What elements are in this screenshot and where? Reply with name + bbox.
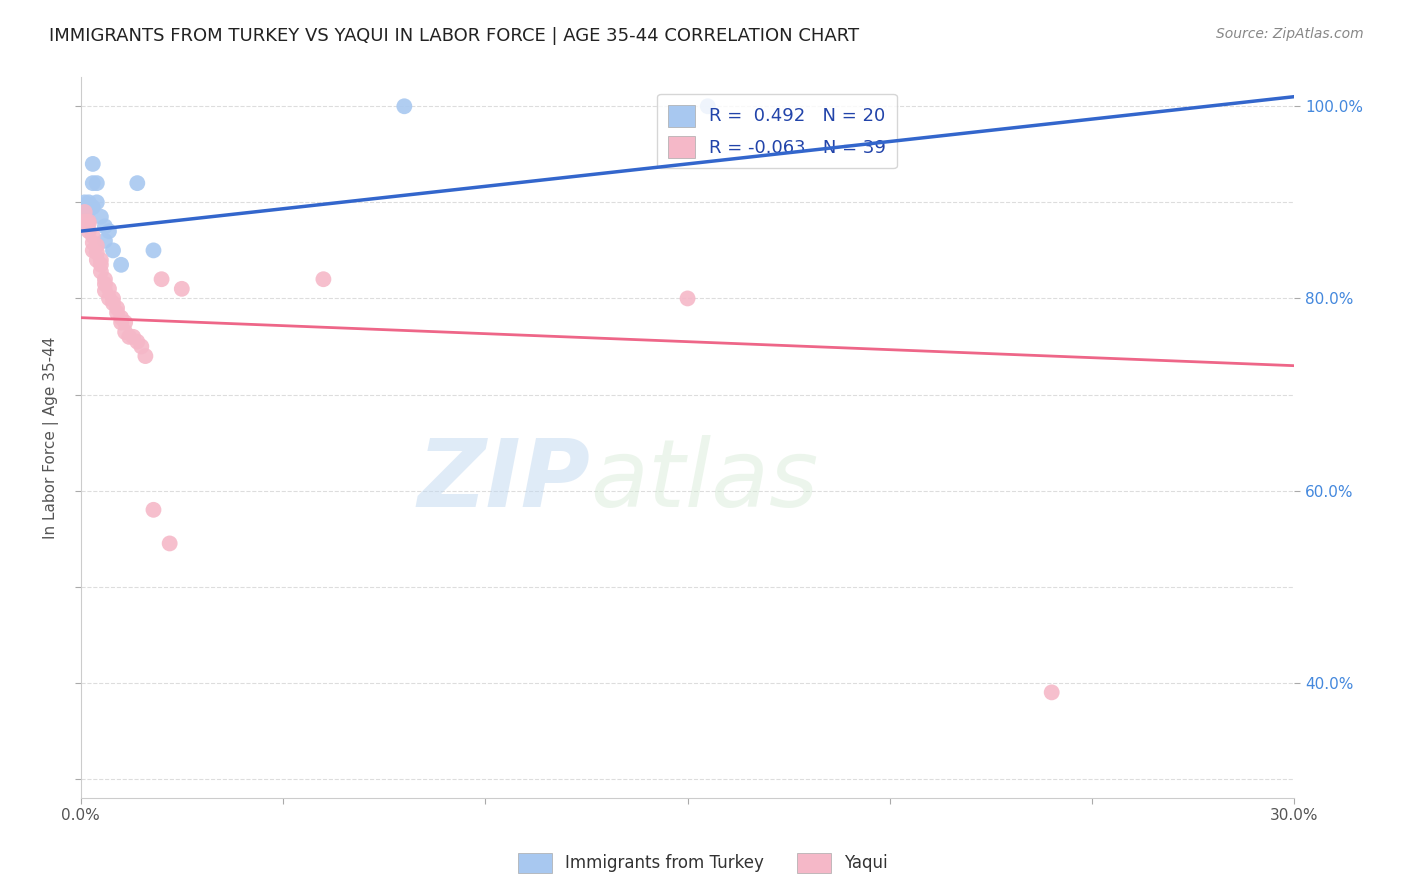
Point: [150, 272, 173, 286]
Point: [77, 214, 100, 228]
Point: [159, 536, 181, 550]
Point: [82, 176, 104, 190]
Point: [94, 284, 117, 298]
Point: [86, 252, 108, 267]
Point: [696, 99, 718, 113]
Point: [94, 219, 117, 234]
Text: atlas: atlas: [591, 435, 818, 526]
Point: [170, 282, 193, 296]
Point: [98, 224, 121, 238]
Point: [94, 234, 117, 248]
Point: [82, 200, 104, 214]
Point: [312, 272, 335, 286]
Point: [394, 99, 416, 113]
Point: [94, 277, 117, 291]
Point: [110, 310, 132, 325]
Point: [101, 292, 124, 306]
Legend: R =  0.492   N = 20, R = -0.063   N = 39: R = 0.492 N = 20, R = -0.063 N = 39: [657, 94, 897, 169]
Point: [73, 200, 96, 214]
Point: [118, 330, 141, 344]
Point: [676, 292, 699, 306]
Point: [90, 264, 112, 278]
Point: [90, 252, 112, 267]
Point: [77, 202, 100, 217]
Text: IMMIGRANTS FROM TURKEY VS YAQUI IN LABOR FORCE | AGE 35-44 CORRELATION CHART: IMMIGRANTS FROM TURKEY VS YAQUI IN LABOR…: [49, 27, 859, 45]
Point: [127, 334, 149, 349]
Point: [94, 272, 117, 286]
Point: [86, 238, 108, 252]
Point: [127, 176, 149, 190]
Point: [73, 205, 96, 219]
Text: ZIP: ZIP: [418, 435, 591, 527]
Point: [110, 258, 132, 272]
Point: [1040, 685, 1063, 699]
Point: [134, 349, 156, 363]
Point: [77, 224, 100, 238]
Point: [114, 325, 136, 339]
Point: [105, 306, 128, 320]
Point: [98, 292, 121, 306]
Point: [73, 214, 96, 228]
Point: [101, 296, 124, 310]
Point: [77, 195, 100, 210]
Point: [90, 258, 112, 272]
Point: [142, 244, 165, 258]
Point: [131, 339, 153, 353]
Point: [77, 217, 100, 231]
Point: [82, 157, 104, 171]
Text: Source: ZipAtlas.com: Source: ZipAtlas.com: [1216, 27, 1364, 41]
Point: [86, 195, 108, 210]
Point: [82, 235, 104, 250]
Point: [82, 244, 104, 258]
Point: [98, 282, 121, 296]
Point: [105, 301, 128, 315]
Point: [90, 210, 112, 224]
Point: [122, 330, 145, 344]
Point: [77, 200, 100, 214]
Point: [110, 315, 132, 329]
Y-axis label: In Labor Force | Age 35-44: In Labor Force | Age 35-44: [44, 336, 59, 539]
Point: [86, 245, 108, 260]
Point: [73, 195, 96, 210]
Point: [82, 229, 104, 244]
Point: [114, 315, 136, 329]
Point: [101, 244, 124, 258]
Legend: Immigrants from Turkey, Yaqui: Immigrants from Turkey, Yaqui: [512, 847, 894, 880]
Point: [142, 503, 165, 517]
Point: [86, 176, 108, 190]
